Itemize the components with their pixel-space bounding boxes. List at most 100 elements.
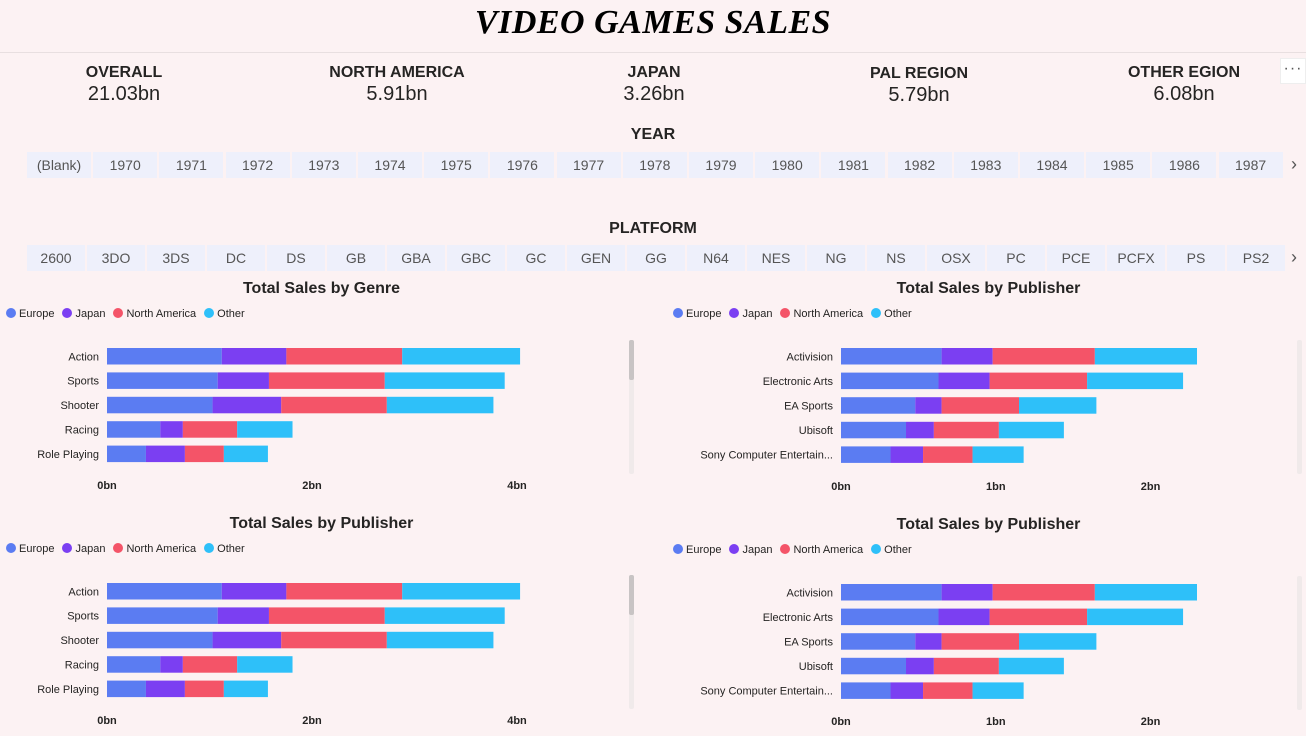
bar-segment[interactable] <box>107 396 213 414</box>
bar-segment[interactable] <box>384 372 505 389</box>
year-chip[interactable]: 1972 <box>225 152 290 178</box>
bar-segment[interactable] <box>386 396 494 414</box>
bar-segment[interactable] <box>841 421 907 439</box>
bar-segment[interactable] <box>998 421 1064 439</box>
platform-chip[interactable]: NS <box>867 245 925 271</box>
platform-chip[interactable]: NES <box>747 245 805 271</box>
bar-segment[interactable] <box>402 583 521 600</box>
bar-segment[interactable] <box>386 631 494 649</box>
bar-segment[interactable] <box>384 607 505 624</box>
bar-segment[interactable] <box>1094 584 1197 601</box>
legend-item[interactable]: Other <box>871 308 912 320</box>
platform-chip[interactable]: DC <box>207 245 265 271</box>
bar-segment[interactable] <box>145 680 185 698</box>
year-chip[interactable]: 1980 <box>755 152 820 178</box>
platform-chip[interactable]: 3DO <box>87 245 145 271</box>
bar-segment[interactable] <box>1019 633 1097 650</box>
year-chip[interactable]: 1973 <box>291 152 356 178</box>
platform-chip[interactable]: PCE <box>1047 245 1105 271</box>
bar-segment[interactable] <box>841 682 891 699</box>
legend-item[interactable]: Europe <box>6 308 54 320</box>
bar-segment[interactable] <box>107 607 218 624</box>
bar-segment[interactable] <box>906 421 934 439</box>
legend-item[interactable]: Other <box>204 543 245 555</box>
bar-segment[interactable] <box>890 682 924 699</box>
bar-segment[interactable] <box>841 397 916 414</box>
legend-item[interactable]: North America <box>113 543 196 555</box>
bar-segment[interactable] <box>268 372 385 389</box>
bar-segment[interactable] <box>972 446 1024 463</box>
bar-segment[interactable] <box>841 372 939 390</box>
bar-segment[interactable] <box>212 396 282 414</box>
legend-item[interactable]: Other <box>204 308 245 320</box>
bar-segment[interactable] <box>998 657 1064 675</box>
bar-segment[interactable] <box>1087 372 1184 390</box>
bar-segment[interactable] <box>941 584 993 601</box>
bar-segment[interactable] <box>107 583 222 600</box>
year-chip[interactable]: (Blank) <box>27 152 91 178</box>
bar-segment[interactable] <box>1094 348 1197 365</box>
year-chip[interactable]: 1971 <box>159 152 224 178</box>
bar-segment[interactable] <box>221 348 287 365</box>
legend-item[interactable]: Japan <box>62 543 105 555</box>
year-chip[interactable]: 1986 <box>1152 152 1217 178</box>
platform-chip[interactable]: PCFX <box>1107 245 1165 271</box>
platform-next-chevron-icon[interactable]: › <box>1291 247 1297 267</box>
bar-segment[interactable] <box>281 396 387 414</box>
scrollbar[interactable] <box>629 340 634 474</box>
bar-segment[interactable] <box>107 372 218 389</box>
bar-segment[interactable] <box>989 608 1088 626</box>
platform-chip[interactable]: 3DS <box>147 245 205 271</box>
bar-segment[interactable] <box>992 348 1095 365</box>
year-chip[interactable]: 1987 <box>1218 152 1283 178</box>
platform-chip[interactable]: 2600 <box>27 245 85 271</box>
bar-segment[interactable] <box>923 682 973 699</box>
platform-chip[interactable]: GG <box>627 245 685 271</box>
year-chip[interactable]: 1981 <box>821 152 886 178</box>
bar-segment[interactable] <box>933 657 999 675</box>
platform-chip[interactable]: GBC <box>447 245 505 271</box>
year-next-chevron-icon[interactable]: › <box>1291 154 1297 174</box>
legend-item[interactable]: North America <box>113 308 196 320</box>
bar-segment[interactable] <box>237 656 293 673</box>
bar-segment[interactable] <box>107 656 161 673</box>
legend-item[interactable]: Japan <box>729 544 772 556</box>
bar-segment[interactable] <box>281 631 387 649</box>
legend-item[interactable]: Europe <box>673 544 721 556</box>
bar-segment[interactable] <box>938 372 990 390</box>
bar-segment[interactable] <box>841 633 916 650</box>
bar-segment[interactable] <box>923 446 973 463</box>
legend-item[interactable]: North America <box>780 308 863 320</box>
bar-segment[interactable] <box>184 680 224 698</box>
bar-segment[interactable] <box>217 607 269 624</box>
platform-chip[interactable]: GB <box>327 245 385 271</box>
legend-item[interactable]: North America <box>780 544 863 556</box>
bar-segment[interactable] <box>107 348 222 365</box>
bar-segment[interactable] <box>237 421 293 438</box>
bar-segment[interactable] <box>212 631 282 649</box>
bar-segment[interactable] <box>841 584 942 601</box>
platform-chip[interactable]: PC <box>987 245 1045 271</box>
bar-segment[interactable] <box>933 421 999 439</box>
bar-segment[interactable] <box>906 657 934 675</box>
year-chip[interactable]: 1975 <box>424 152 489 178</box>
bar-segment[interactable] <box>1019 397 1097 414</box>
bar-segment[interactable] <box>145 445 185 463</box>
legend-item[interactable]: Japan <box>62 308 105 320</box>
platform-chip[interactable]: N64 <box>687 245 745 271</box>
bar-segment[interactable] <box>160 656 183 673</box>
year-chip[interactable]: 1974 <box>358 152 422 178</box>
platform-chip[interactable]: GBA <box>387 245 445 271</box>
year-chip[interactable]: 1984 <box>1020 152 1084 178</box>
bar-segment[interactable] <box>941 397 1019 414</box>
bar-segment[interactable] <box>184 445 224 463</box>
bar-segment[interactable] <box>841 657 907 675</box>
bar-segment[interactable] <box>286 348 403 365</box>
legend-item[interactable]: Japan <box>729 308 772 320</box>
bar-segment[interactable] <box>221 583 287 600</box>
bar-segment[interactable] <box>223 680 268 698</box>
bar-segment[interactable] <box>989 372 1088 390</box>
platform-chip[interactable]: PS2 <box>1227 245 1285 271</box>
year-chip[interactable]: 1976 <box>490 152 555 178</box>
bar-segment[interactable] <box>841 446 891 463</box>
